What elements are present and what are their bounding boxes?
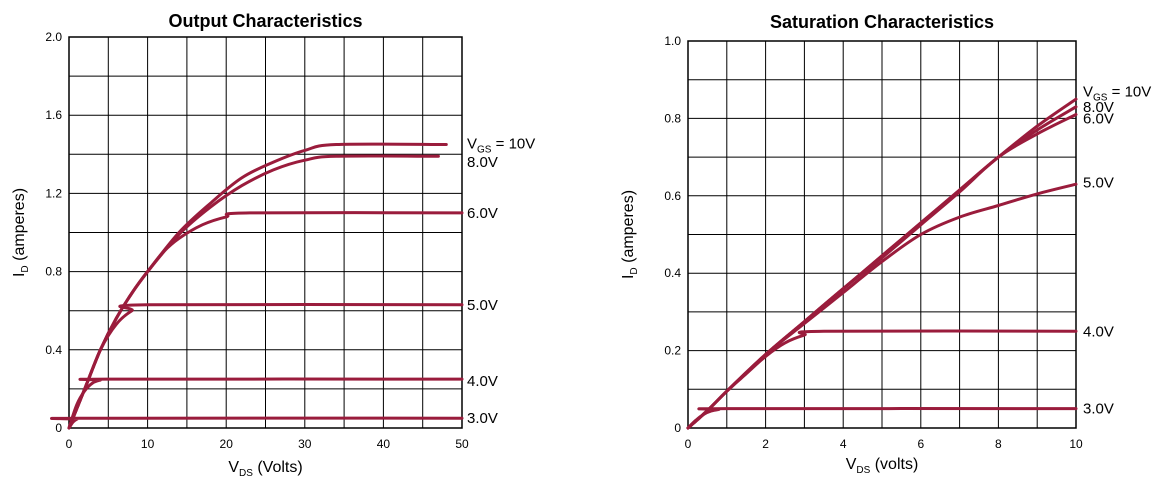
y-tick-label: 0.2 bbox=[664, 344, 681, 358]
y-tick-label: 0.4 bbox=[664, 266, 681, 280]
chart-2: Saturation Characteristics 0 2 4 6 8 10 0 0.2 0.4… bbox=[620, 12, 1151, 476]
y-tick-label: 0 bbox=[55, 421, 62, 435]
y-tick-label: 2.0 bbox=[45, 30, 62, 44]
y-tick-label: 1.2 bbox=[45, 186, 62, 200]
x-tick-label: 0 bbox=[66, 437, 73, 451]
x-tick-label: 2 bbox=[762, 437, 769, 451]
series-label: 8.0V bbox=[1083, 99, 1114, 116]
series-label: 5.0V bbox=[1083, 174, 1114, 191]
grid bbox=[69, 37, 462, 428]
x-tick-label: 40 bbox=[377, 437, 391, 451]
x-tick-label: 10 bbox=[1069, 437, 1083, 451]
x-tick-label: 4 bbox=[840, 437, 847, 451]
plot-frame bbox=[68, 36, 463, 429]
x-tick-label: 20 bbox=[220, 437, 234, 451]
series-label: 8.0V bbox=[467, 154, 498, 171]
y-tick-label: 0.8 bbox=[664, 111, 681, 125]
x-tick-label: 8 bbox=[995, 437, 1002, 451]
x-tick-label: 10 bbox=[141, 437, 155, 451]
series-line bbox=[686, 407, 1078, 430]
chart-title: Output Characteristics bbox=[168, 11, 362, 31]
x-tick-label: 6 bbox=[917, 437, 924, 451]
series-label: 3.0V bbox=[467, 410, 498, 427]
y-tick-label: 0.8 bbox=[45, 265, 62, 279]
series-label: 5.0V bbox=[467, 297, 498, 314]
chart-1: Output Characteristics 0 10 20 30 40 50 0 0.4 0.8… bbox=[11, 11, 535, 479]
y-axis-label: ID (amperes) bbox=[11, 188, 31, 277]
series-line bbox=[67, 142, 448, 430]
series-label: 6.0V bbox=[467, 205, 498, 222]
y-axis-label: ID (amperes) bbox=[620, 190, 640, 279]
y-tick-label: 0.6 bbox=[664, 189, 681, 203]
series-label: 3.0V bbox=[1083, 401, 1114, 418]
y-tick-label: 1.0 bbox=[664, 34, 681, 48]
grid bbox=[688, 41, 1076, 428]
x-axis-label: VDS (volts) bbox=[846, 456, 919, 476]
x-tick-label: 30 bbox=[298, 437, 312, 451]
x-tick-label: 0 bbox=[685, 437, 692, 451]
series-label: VGS = 10V bbox=[1083, 83, 1151, 103]
x-tick-label: 50 bbox=[455, 437, 469, 451]
series-label: 4.0V bbox=[467, 373, 498, 390]
series-line bbox=[67, 302, 464, 430]
series-label: VGS = 10V bbox=[467, 136, 535, 156]
y-tick-label: 0.4 bbox=[45, 343, 62, 357]
series-label: 4.0V bbox=[1083, 323, 1114, 340]
series-line bbox=[50, 416, 464, 430]
x-axis-label: VDS (Volts) bbox=[228, 459, 302, 479]
plot-frame bbox=[687, 40, 1077, 429]
series-line bbox=[686, 329, 1078, 430]
y-tick-label: 1.6 bbox=[45, 108, 62, 122]
series-line bbox=[67, 377, 464, 430]
chart-title: Saturation Characteristics bbox=[770, 12, 994, 32]
series-label: 6.0V bbox=[1083, 110, 1114, 127]
y-tick-label: 0 bbox=[674, 421, 681, 435]
